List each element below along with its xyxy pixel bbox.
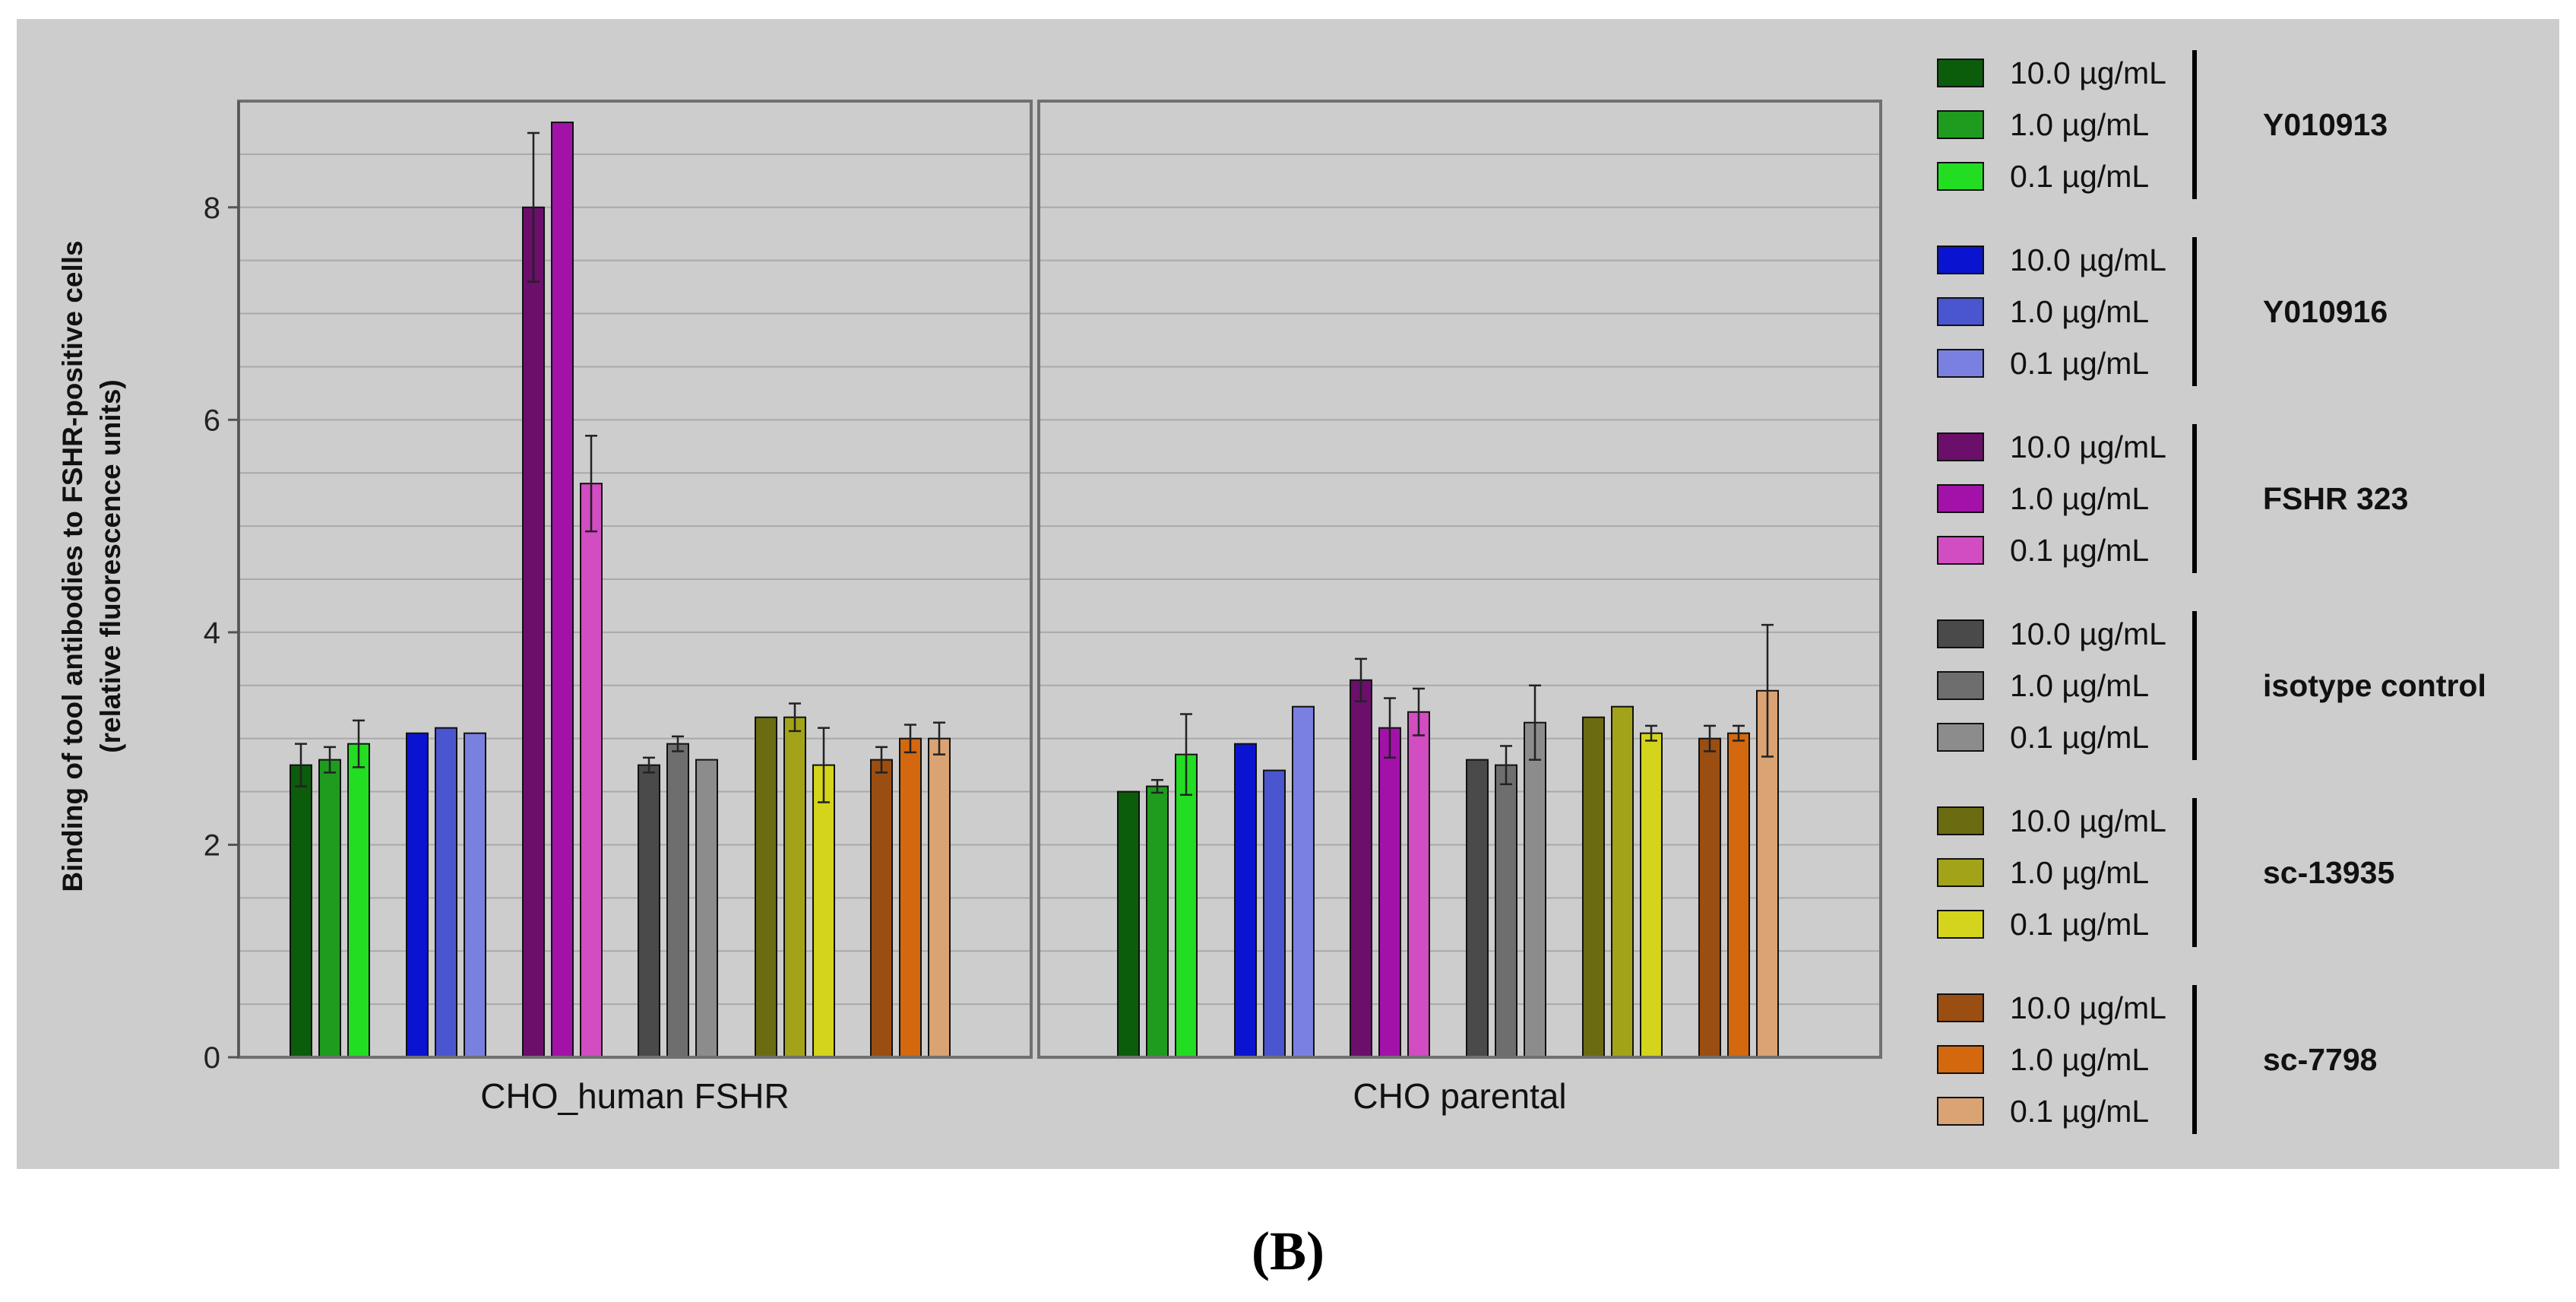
bar <box>1698 737 1721 1059</box>
x-category-label: CHO_human FSHR <box>480 1076 789 1116</box>
bar <box>318 759 341 1058</box>
bar <box>1175 753 1198 1059</box>
legend-swatch <box>1937 993 1984 1022</box>
legend-group-label: sc-7798 <box>2263 1042 2377 1077</box>
panel-frame-2 <box>1037 100 1882 1059</box>
bar <box>580 483 603 1058</box>
legend-swatch <box>1937 110 1984 139</box>
legend-group-label: Y010916 <box>2263 294 2388 329</box>
legend-concentration-label: 10.0 µg/mL <box>2010 242 2166 277</box>
legend-swatch <box>1937 536 1984 565</box>
bar <box>522 206 545 1058</box>
legend-concentration-label: 10.0 µg/mL <box>2010 990 2166 1025</box>
legend-swatch <box>1937 246 1984 274</box>
legend-swatch <box>1937 432 1984 461</box>
legend-group-label: FSHR 323 <box>2263 481 2408 516</box>
bar <box>551 121 574 1058</box>
legend-group-label: sc-13935 <box>2263 855 2394 890</box>
bar <box>464 732 486 1059</box>
bar <box>406 732 429 1059</box>
legend-swatch <box>1937 723 1984 752</box>
legend-swatch <box>1937 619 1984 648</box>
bar <box>290 764 312 1058</box>
y-tick-label: 6 <box>204 404 220 437</box>
legend-concentration-label: 10.0 µg/mL <box>2010 55 2166 90</box>
legend-swatch <box>1937 671 1984 700</box>
bar <box>666 743 689 1059</box>
axis-layer: Binding of tool antibodies to FSHR-posit… <box>57 101 1567 1116</box>
legend-concentration-label: 10.0 µg/mL <box>2010 803 2166 838</box>
bar <box>899 737 922 1059</box>
y-tick-label: 8 <box>204 192 220 225</box>
bars-layer <box>290 121 1779 1059</box>
legend-concentration-label: 0.1 µg/mL <box>2010 907 2149 942</box>
legend-swatch <box>1937 1097 1984 1126</box>
legend-swatch <box>1937 162 1984 191</box>
bar <box>1640 732 1663 1059</box>
y-axis-title-line1: Binding of tool antibodies to FSHR-posit… <box>57 240 88 892</box>
legend-swatch <box>1937 484 1984 513</box>
legend-swatch <box>1937 858 1984 887</box>
legend-concentration-label: 1.0 µg/mL <box>2010 294 2149 329</box>
bar <box>755 716 777 1058</box>
bar <box>1727 732 1750 1059</box>
legend-swatch <box>1937 349 1984 378</box>
bar <box>1292 705 1315 1058</box>
bar <box>1407 711 1430 1058</box>
legend-concentration-label: 0.1 µg/mL <box>2010 1094 2149 1129</box>
bar <box>1263 769 1286 1058</box>
bar <box>1524 721 1546 1058</box>
bar <box>1582 716 1605 1058</box>
bar <box>1466 759 1489 1058</box>
bar <box>783 716 806 1058</box>
legend-concentration-label: 0.1 µg/mL <box>2010 720 2149 755</box>
legend-group-label: Y010913 <box>2263 107 2388 142</box>
legend-concentration-label: 0.1 µg/mL <box>2010 346 2149 381</box>
legend-concentration-label: 1.0 µg/mL <box>2010 1042 2149 1077</box>
bar <box>1350 679 1372 1058</box>
legend-concentration-label: 1.0 µg/mL <box>2010 668 2149 703</box>
y-tick-label: 0 <box>204 1041 220 1075</box>
bar <box>347 743 370 1059</box>
legend-group-label: isotype control <box>2263 668 2486 703</box>
bar <box>812 764 835 1058</box>
bar <box>928 737 951 1059</box>
bar <box>1495 764 1517 1058</box>
legend-concentration-label: 1.0 µg/mL <box>2010 481 2149 516</box>
legend-swatch <box>1937 59 1984 87</box>
legend: 10.0 µg/mL 1.0 µg/mL 0.1 µg/mL Y010913 10.0 … <box>1937 50 2486 1134</box>
legend-swatch <box>1937 1045 1984 1074</box>
x-category-label: CHO parental <box>1353 1076 1566 1116</box>
legend-concentration-label: 1.0 µg/mL <box>2010 107 2149 142</box>
bar <box>1234 743 1257 1059</box>
bar <box>870 759 893 1058</box>
bar <box>638 764 660 1058</box>
bar <box>1378 727 1401 1058</box>
legend-swatch <box>1937 910 1984 939</box>
bar <box>1146 785 1169 1058</box>
bar <box>695 759 718 1058</box>
bar <box>435 727 457 1058</box>
chart-background <box>17 19 2559 1169</box>
panel-label: (B) <box>1252 1221 1324 1281</box>
legend-concentration-label: 0.1 µg/mL <box>2010 533 2149 568</box>
bar <box>1117 790 1140 1058</box>
legend-swatch <box>1937 297 1984 326</box>
legend-concentration-label: 10.0 µg/mL <box>2010 616 2166 651</box>
legend-concentration-label: 0.1 µg/mL <box>2010 159 2149 194</box>
y-axis-title-line2: (relative fluorescence units) <box>95 379 126 752</box>
bar <box>1611 705 1634 1058</box>
y-tick-label: 2 <box>204 828 220 862</box>
y-tick-label: 4 <box>204 616 220 650</box>
legend-swatch <box>1937 806 1984 835</box>
legend-concentration-label: 10.0 µg/mL <box>2010 429 2166 464</box>
legend-concentration-label: 1.0 µg/mL <box>2010 855 2149 890</box>
